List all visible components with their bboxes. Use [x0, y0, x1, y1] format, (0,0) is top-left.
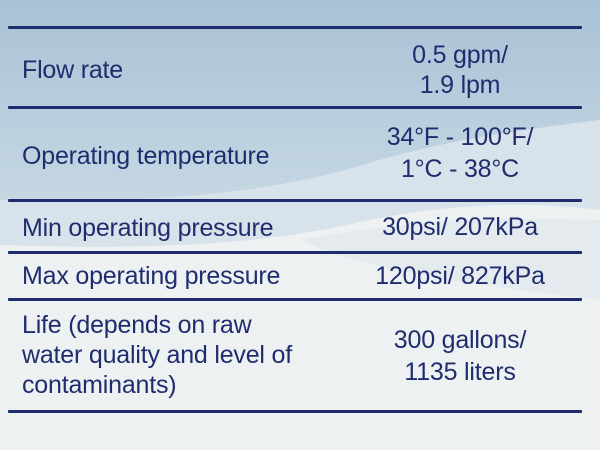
table-divider — [8, 106, 582, 109]
table-row-min-operating-pressure: Min operating pressure 30psi/ 207kPa — [0, 204, 600, 252]
table-divider — [8, 410, 582, 413]
row-label-line-1: Life (depends on raw — [22, 311, 252, 339]
row-label-line-3: contaminants) — [22, 371, 177, 399]
row-label: Max operating pressure — [22, 262, 281, 290]
row-value-line-2: 1.9 lpm — [419, 71, 501, 99]
table-row-max-operating-pressure: Max operating pressure 120psi/ 827kPa — [0, 256, 600, 300]
table-divider — [8, 199, 582, 202]
row-value-line-1: 34°F - 100°F/ — [386, 123, 534, 151]
table-row-life: Life (depends on raw water quality and l… — [0, 303, 600, 408]
row-value-line-2: 1135 liters — [404, 358, 516, 386]
row-label: Min operating pressure — [22, 214, 274, 242]
row-label: Operating temperature — [22, 142, 270, 170]
row-label-line-2: water quality and level of — [22, 341, 292, 369]
row-value-line-2: 1°C - 38°C — [400, 155, 520, 183]
table-row-operating-temperature: Operating temperature 34°F - 100°F/ 1°C … — [0, 112, 600, 194]
table-divider — [8, 26, 582, 29]
row-value-line-1: 0.5 gpm/ — [412, 41, 508, 69]
row-value-line-1: 300 gallons/ — [393, 326, 527, 354]
table-divider — [8, 251, 582, 254]
table-divider — [8, 298, 582, 301]
row-value-line-1: 120psi/ 827kPa — [375, 262, 545, 290]
row-label: Flow rate — [22, 56, 124, 84]
table-row-flow-rate: Flow rate 0.5 gpm/ 1.9 lpm — [0, 32, 600, 102]
row-value-line-1: 30psi/ 207kPa — [382, 213, 538, 241]
